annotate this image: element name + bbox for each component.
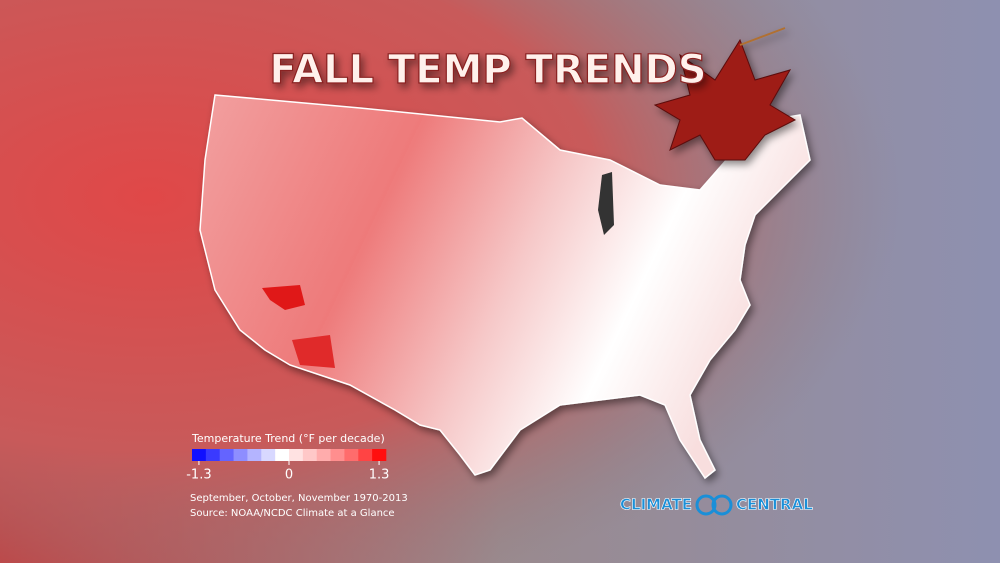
- legend-swatch: [302, 449, 318, 461]
- logo-text: CLIMATE: [620, 496, 692, 514]
- legend-swatch: [205, 449, 221, 461]
- us-map: [199, 94, 811, 480]
- legend-title: Temperature Trend (°F per decade): [191, 432, 385, 445]
- note: September, October, November 1970-2013: [190, 493, 408, 504]
- legend-swatch: [233, 449, 248, 461]
- legend-swatch: [289, 449, 304, 461]
- legend-tick-label: 0: [285, 468, 293, 483]
- maple-leaf: [653, 27, 797, 161]
- legend-swatch: [330, 449, 345, 461]
- legend-tick-label: 1.3: [369, 468, 390, 483]
- logo: CLIMATE CENTRAL: [620, 494, 813, 516]
- legend-swatch: [192, 449, 207, 461]
- legend-swatch: [316, 449, 331, 461]
- legend-swatch: [261, 449, 276, 461]
- legend-swatch: [275, 449, 290, 461]
- legend-swatch: [358, 449, 373, 461]
- legend-swatch: [372, 449, 387, 461]
- legend-swatch: [344, 449, 359, 461]
- nevada-hotspot: [262, 285, 305, 310]
- legend-swatch: [247, 449, 262, 461]
- legend-tick-label: -1.3: [186, 468, 211, 483]
- legend-swatch: [219, 449, 234, 461]
- note: Source: NOAA/NCDC Climate at a Glance: [190, 508, 395, 519]
- logo-text: CENTRAL: [736, 496, 813, 514]
- arizona-hotspot: [292, 335, 335, 368]
- title: FALL TEMP TRENDS: [269, 47, 706, 93]
- lake-michigan: [598, 172, 614, 235]
- legend-scale: -1.3 0 1.3: [186, 449, 389, 483]
